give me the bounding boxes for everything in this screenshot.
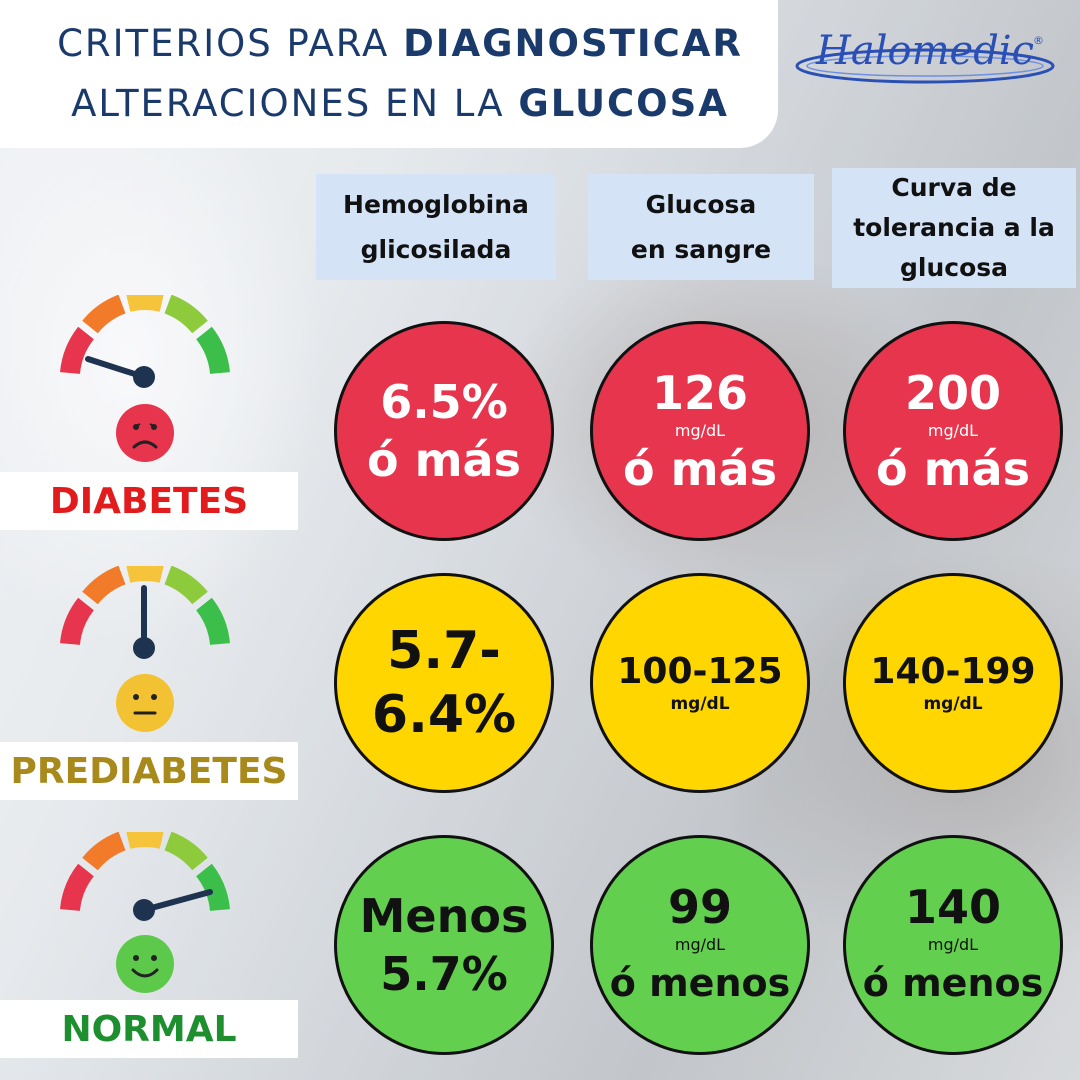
normal-tolerance-suffix: ó menos — [862, 961, 1044, 1005]
diabetes-tolerance-circle: 200 mg/dL ó más — [843, 321, 1063, 541]
title-line-1: CRITERIOS PARA DIAGNOSTICAR — [0, 22, 800, 65]
diabetes-tolerance-suffix: ó más — [876, 442, 1030, 496]
column-header-glucose: Glucosa en sangre — [588, 174, 814, 280]
normal-hba1c-line1: Menos — [359, 889, 529, 943]
gauge-mid-icon — [60, 566, 230, 659]
normal-glucose-circle: 99 mg/dL ó menos — [590, 835, 810, 1055]
diabetes-tolerance-unit: mg/dL — [927, 421, 979, 440]
title-line-2: ALTERACIONES EN LA GLUCOSA — [0, 82, 800, 125]
prediabetes-glucose-value: 100-125 — [617, 651, 783, 692]
prediabetes-hba1c-line1: 5.7- — [387, 621, 501, 681]
sad-face-icon — [116, 404, 174, 462]
prediabetes-glucose-unit: mg/dL — [670, 694, 730, 714]
neutral-face-icon — [116, 674, 174, 732]
column-header-tolerance-line1: Curva de — [891, 173, 1017, 202]
column-header-hba1c-line1: Hemoglobina — [343, 190, 529, 219]
diabetes-hba1c-value: 6.5% — [380, 375, 508, 429]
diabetes-hba1c-circle: 6.5% ó más — [334, 321, 554, 541]
normal-hba1c-line2: 5.7% — [380, 947, 508, 1001]
column-header-tolerance: Curva de tolerancia a la glucosa — [832, 168, 1076, 288]
prediabetes-tolerance-value: 140-199 — [870, 651, 1036, 692]
column-header-hba1c: Hemoglobina glicosilada — [316, 174, 556, 280]
column-header-tolerance-line2: tolerancia a la — [853, 213, 1055, 242]
column-header-tolerance-line3: glucosa — [899, 253, 1008, 282]
diabetes-hba1c-suffix: ó más — [367, 433, 521, 487]
row-label-diabetes: DIABETES — [0, 472, 298, 530]
normal-hba1c-circle: Menos 5.7% — [334, 835, 554, 1055]
normal-tolerance-circle: 140 mg/dL ó menos — [843, 835, 1063, 1055]
brand-logo: Halomedic ® — [790, 22, 1060, 92]
diabetes-glucose-unit: mg/dL — [674, 421, 726, 440]
normal-tolerance-unit: mg/dL — [927, 935, 979, 954]
normal-glucose-suffix: ó menos — [609, 961, 791, 1005]
row-label-normal: NORMAL — [0, 1000, 298, 1058]
row-label-prediabetes: PREDIABETES — [0, 742, 298, 800]
column-header-glucose-line1: Glucosa — [645, 190, 757, 219]
prediabetes-tolerance-circle: 140-199 mg/dL — [843, 573, 1063, 793]
title-line-1-plain: CRITERIOS PARA — [57, 22, 404, 65]
prediabetes-tolerance-unit: mg/dL — [923, 694, 983, 714]
prediabetes-glucose-circle: 100-125 mg/dL — [590, 573, 810, 793]
normal-tolerance-value: 140 — [904, 880, 1002, 934]
normal-glucose-value: 99 — [667, 880, 732, 934]
title-line-1-bold: DIAGNOSTICAR — [403, 22, 743, 65]
happy-face-icon — [116, 935, 174, 993]
logo-registered-mark: ® — [1033, 34, 1044, 47]
diabetes-glucose-circle: 126 mg/dL ó más — [590, 321, 810, 541]
logo-text: Halomedic — [815, 28, 1034, 74]
column-header-glucose-line2: en sangre — [630, 235, 772, 264]
diabetes-glucose-suffix: ó más — [623, 442, 777, 496]
title-line-2-bold: GLUCOSA — [518, 82, 729, 125]
diabetes-glucose-value: 126 — [651, 366, 749, 420]
prediabetes-hba1c-line2: 6.4% — [371, 685, 517, 745]
column-header-hba1c-line2: glicosilada — [360, 235, 512, 264]
logo-swoosh-icon — [795, 48, 1055, 84]
diabetes-tolerance-value: 200 — [904, 366, 1002, 420]
prediabetes-hba1c-circle: 5.7- 6.4% — [334, 573, 554, 793]
gauge-high-icon — [60, 832, 230, 921]
title-line-2-plain: ALTERACIONES EN LA — [71, 82, 519, 125]
normal-glucose-unit: mg/dL — [674, 935, 726, 954]
title-banner: CRITERIOS PARA DIAGNOSTICAR ALTERACIONES… — [0, 0, 778, 148]
gauge-low-icon — [60, 295, 230, 388]
